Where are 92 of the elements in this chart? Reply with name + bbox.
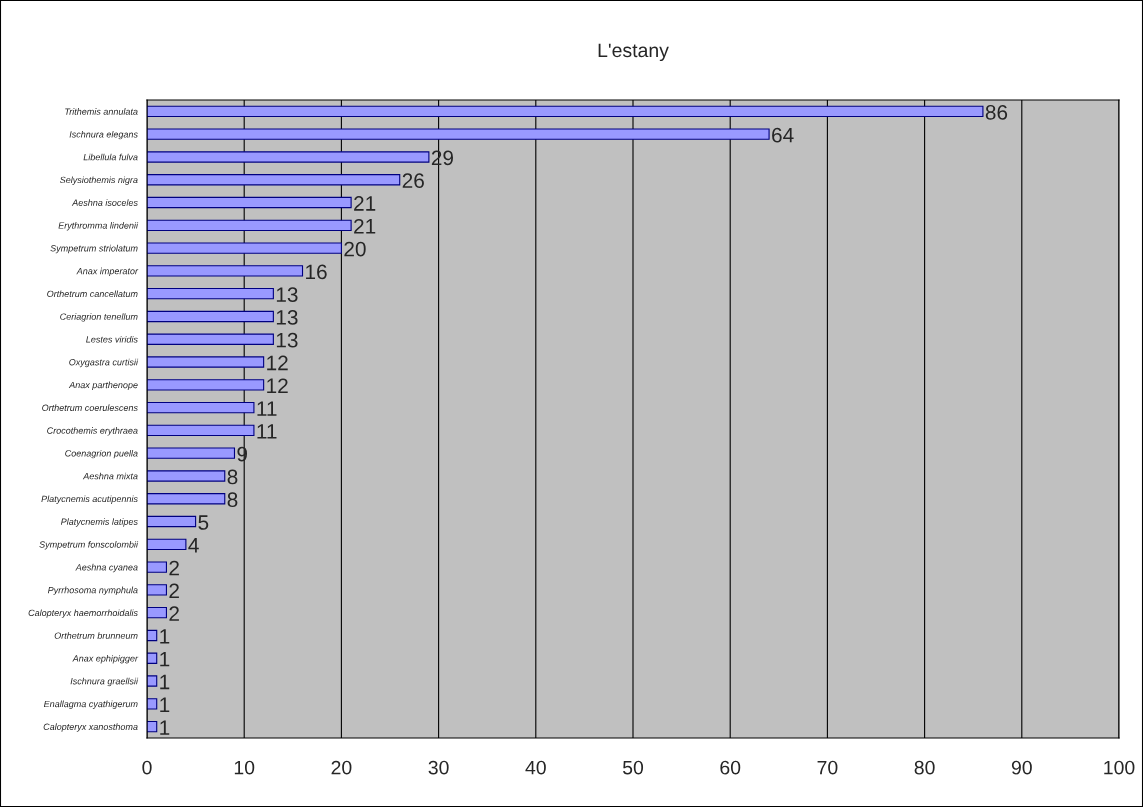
y-tick-label: Orthetrum brunneum (54, 632, 138, 639)
y-tick-label: Ceriagrion tenellum (60, 313, 138, 322)
chart-title: L'estany (598, 43, 669, 62)
x-tick-label: 50 (622, 760, 644, 775)
data-label: 2 (169, 583, 179, 599)
y-tick-label: Coenagrion puella (65, 449, 138, 459)
x-tick-label: 20 (331, 760, 352, 775)
y-tick-label: Sympetrum fonscolombii (39, 541, 139, 550)
bar (147, 174, 401, 186)
data-label: 2 (169, 560, 179, 576)
data-label: 12 (267, 378, 288, 393)
x-tick-label: 10 (234, 760, 255, 775)
x-tick-label: 60 (720, 760, 741, 775)
y-tick-label: Enallagma cyathigerum (43, 700, 138, 709)
data-label: 11 (257, 424, 277, 439)
data-label: 26 (402, 173, 424, 189)
data-label: 86 (985, 104, 1008, 120)
x-tick-label: 100 (1104, 760, 1135, 775)
data-label: 1 (160, 629, 170, 644)
bar (147, 652, 158, 664)
data-label: 1 (160, 652, 170, 667)
y-tick-label: Oxygastra curtisii (69, 358, 139, 368)
bar (147, 470, 226, 482)
y-tick-label: Pyrrhosoma nymphula (47, 586, 138, 596)
y-tick-label: Calopteryx haemorrhoidalis (28, 609, 138, 618)
data-label: 8 (227, 492, 238, 508)
data-label: 2 (169, 606, 179, 621)
y-tick-label: Libellula fulva (83, 153, 138, 161)
data-label: 13 (276, 310, 298, 325)
data-label: 21 (354, 218, 376, 234)
bar (147, 606, 167, 619)
data-label: 4 (188, 538, 199, 553)
x-tick-label: 80 (914, 760, 935, 775)
bar (147, 265, 304, 277)
bar (147, 105, 984, 118)
y-tick-label: Trithemis annulata (65, 108, 138, 115)
bar (147, 675, 158, 687)
data-label: 11 (257, 401, 277, 416)
y-tick-label: Anax ephipigger (72, 654, 139, 664)
y-tick-label: Ischnura graellsii (70, 677, 139, 687)
x-tick-label: 90 (1011, 760, 1032, 775)
bar (147, 698, 158, 710)
bar (147, 379, 265, 391)
data-label: 1 (160, 674, 170, 690)
bar (147, 424, 255, 437)
x-tick-label: 40 (525, 760, 546, 775)
bar (147, 561, 167, 573)
data-label: 20 (344, 241, 366, 257)
bar (147, 538, 187, 551)
data-label: 13 (276, 332, 298, 348)
x-tick-label: 70 (817, 760, 838, 775)
data-label: 13 (276, 287, 298, 303)
y-tick-label: Orthetrum cancellatum (47, 290, 138, 298)
x-tick-label: 0 (142, 760, 152, 775)
data-label: 8 (227, 469, 238, 485)
bar (147, 401, 255, 414)
bar (147, 333, 274, 345)
bar (147, 584, 167, 596)
y-tick-label: Orthetrum coerulescens (42, 404, 138, 411)
bar (147, 219, 352, 232)
data-label: 64 (772, 127, 794, 143)
bar (147, 128, 770, 140)
bar (147, 310, 274, 323)
bar (147, 447, 236, 459)
y-tick-label: Platycnemis latipes (60, 518, 138, 527)
y-tick-label: Calopteryx xanosthoma (43, 723, 138, 732)
y-tick-label: Platycnemis acutipennis (41, 495, 138, 504)
y-tick-label: Selysiothemis nigra (59, 176, 138, 185)
data-label: 12 (267, 355, 288, 371)
y-tick-label: Anax parthenope (68, 381, 138, 390)
y-tick-label: Erythromma lindenii (58, 222, 139, 231)
bar (147, 151, 430, 163)
data-label: 1 (160, 720, 170, 735)
y-tick-label: Sympetrum striolatum (50, 244, 138, 254)
bar (147, 287, 274, 300)
y-tick-label: Aeshna cyanea (75, 563, 138, 573)
y-tick-label: Anax imperator (76, 267, 139, 277)
y-tick-label: Crocothemis erythraea (47, 427, 138, 436)
y-tick-label: Ischnura elegans (69, 130, 138, 140)
bar (147, 515, 197, 528)
bar (147, 242, 342, 254)
y-tick-label: Aeshna mixta (82, 472, 138, 480)
y-tick-label: Aeshna isoceles (71, 199, 138, 206)
bar (147, 196, 352, 209)
x-tick-label: 30 (428, 760, 449, 775)
bar (147, 356, 265, 368)
y-tick-label: Lestes viridis (86, 335, 138, 343)
data-label: 5 (198, 515, 209, 530)
data-label: 1 (160, 697, 170, 712)
bar (147, 493, 226, 505)
data-label: 21 (354, 196, 376, 211)
data-label: 16 (306, 264, 327, 280)
